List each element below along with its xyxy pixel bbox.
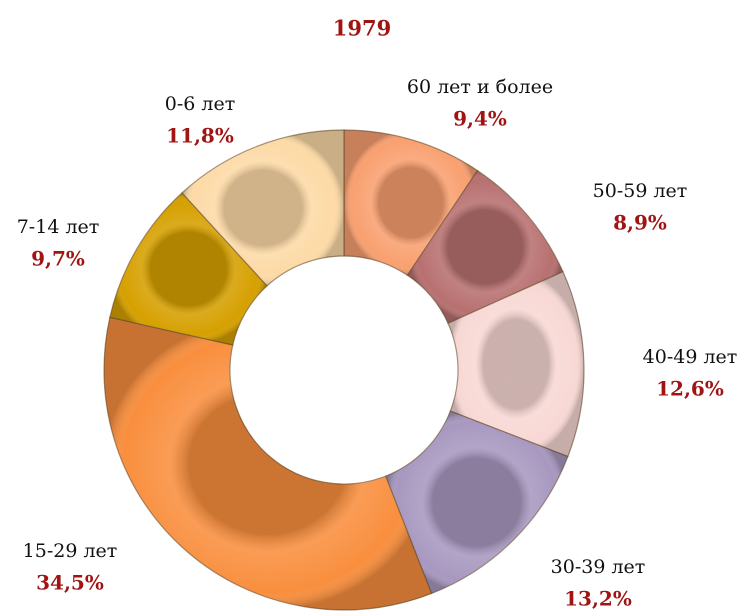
- value-label: 9,4%: [453, 107, 507, 131]
- slice-label: 50-59 лет: [593, 180, 688, 202]
- value-label: 13,2%: [564, 587, 632, 611]
- slice: [103, 316, 433, 611]
- slice-label: 7-14 лет: [17, 216, 100, 238]
- slice-label: 30-39 лет: [551, 556, 646, 578]
- slice-label: 40-49 лет: [643, 346, 738, 368]
- slice-label: 15-29 лет: [23, 540, 118, 562]
- donut: [103, 129, 585, 611]
- value-label: 8,9%: [613, 211, 667, 235]
- value-label: 34,5%: [36, 571, 104, 595]
- value-label: 9,7%: [31, 247, 85, 271]
- slice-label: 60 лет и более: [407, 76, 553, 98]
- chart-title: 1979: [333, 16, 391, 41]
- labels: 60 лет и более 9,4% 50-59 лет 8,9% 40-49 лет…: [17, 76, 738, 611]
- value-label: 11,8%: [166, 124, 234, 148]
- value-label: 12,6%: [656, 377, 724, 401]
- slice-label: 0-6 лет: [165, 93, 235, 115]
